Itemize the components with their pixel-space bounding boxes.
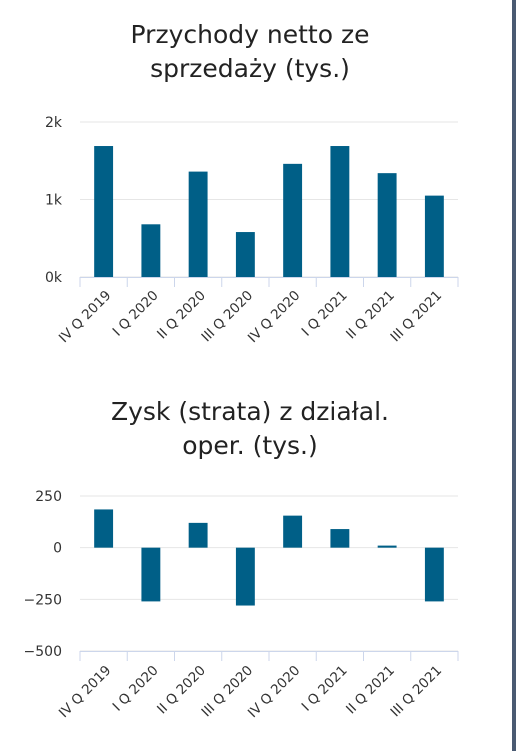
y-tick-label: 2k xyxy=(45,115,63,131)
bar xyxy=(424,195,444,277)
x-category-label: IV Q 2019 xyxy=(56,288,115,347)
bar xyxy=(141,224,161,277)
y-tick-label: −250 xyxy=(24,592,62,608)
chart-title-line: sprzedaży (tys.) xyxy=(150,54,350,83)
bar xyxy=(424,547,444,602)
y-tick-label: 250 xyxy=(35,489,62,505)
x-category-label: IV Q 2019 xyxy=(56,663,115,722)
y-tick-label: 0k xyxy=(45,270,63,286)
bar xyxy=(188,171,208,277)
x-category-label: IV Q 2020 xyxy=(245,663,304,722)
x-category-label: III Q 2021 xyxy=(388,288,446,346)
bar xyxy=(235,547,255,606)
right-border xyxy=(512,0,516,751)
bar xyxy=(283,163,303,277)
x-category-label: III Q 2021 xyxy=(388,663,446,721)
x-category-label: IV Q 2020 xyxy=(245,288,304,347)
chart-title-line: oper. (tys.) xyxy=(182,431,318,460)
y-tick-label: 1k xyxy=(45,193,63,209)
y-tick-label: −500 xyxy=(24,644,62,660)
bar xyxy=(330,529,350,548)
y-tick-label: 0 xyxy=(53,541,62,557)
bar xyxy=(330,146,350,277)
bar xyxy=(141,547,161,602)
bar xyxy=(188,522,208,548)
chart-title-revenue: Przychody netto ze sprzedaży (tys.) xyxy=(0,18,500,86)
bar xyxy=(283,515,303,548)
chart-title-line: Przychody netto ze xyxy=(130,20,370,49)
bar xyxy=(94,509,114,548)
chart-title-operating-profit: Zysk (strata) z działal. oper. (tys.) xyxy=(0,395,500,463)
bar xyxy=(377,545,397,548)
bar xyxy=(94,146,114,277)
bar xyxy=(377,173,397,277)
right-gap xyxy=(516,0,519,751)
bar xyxy=(235,232,255,277)
chart-title-line: Zysk (strata) z działal. xyxy=(110,397,389,426)
